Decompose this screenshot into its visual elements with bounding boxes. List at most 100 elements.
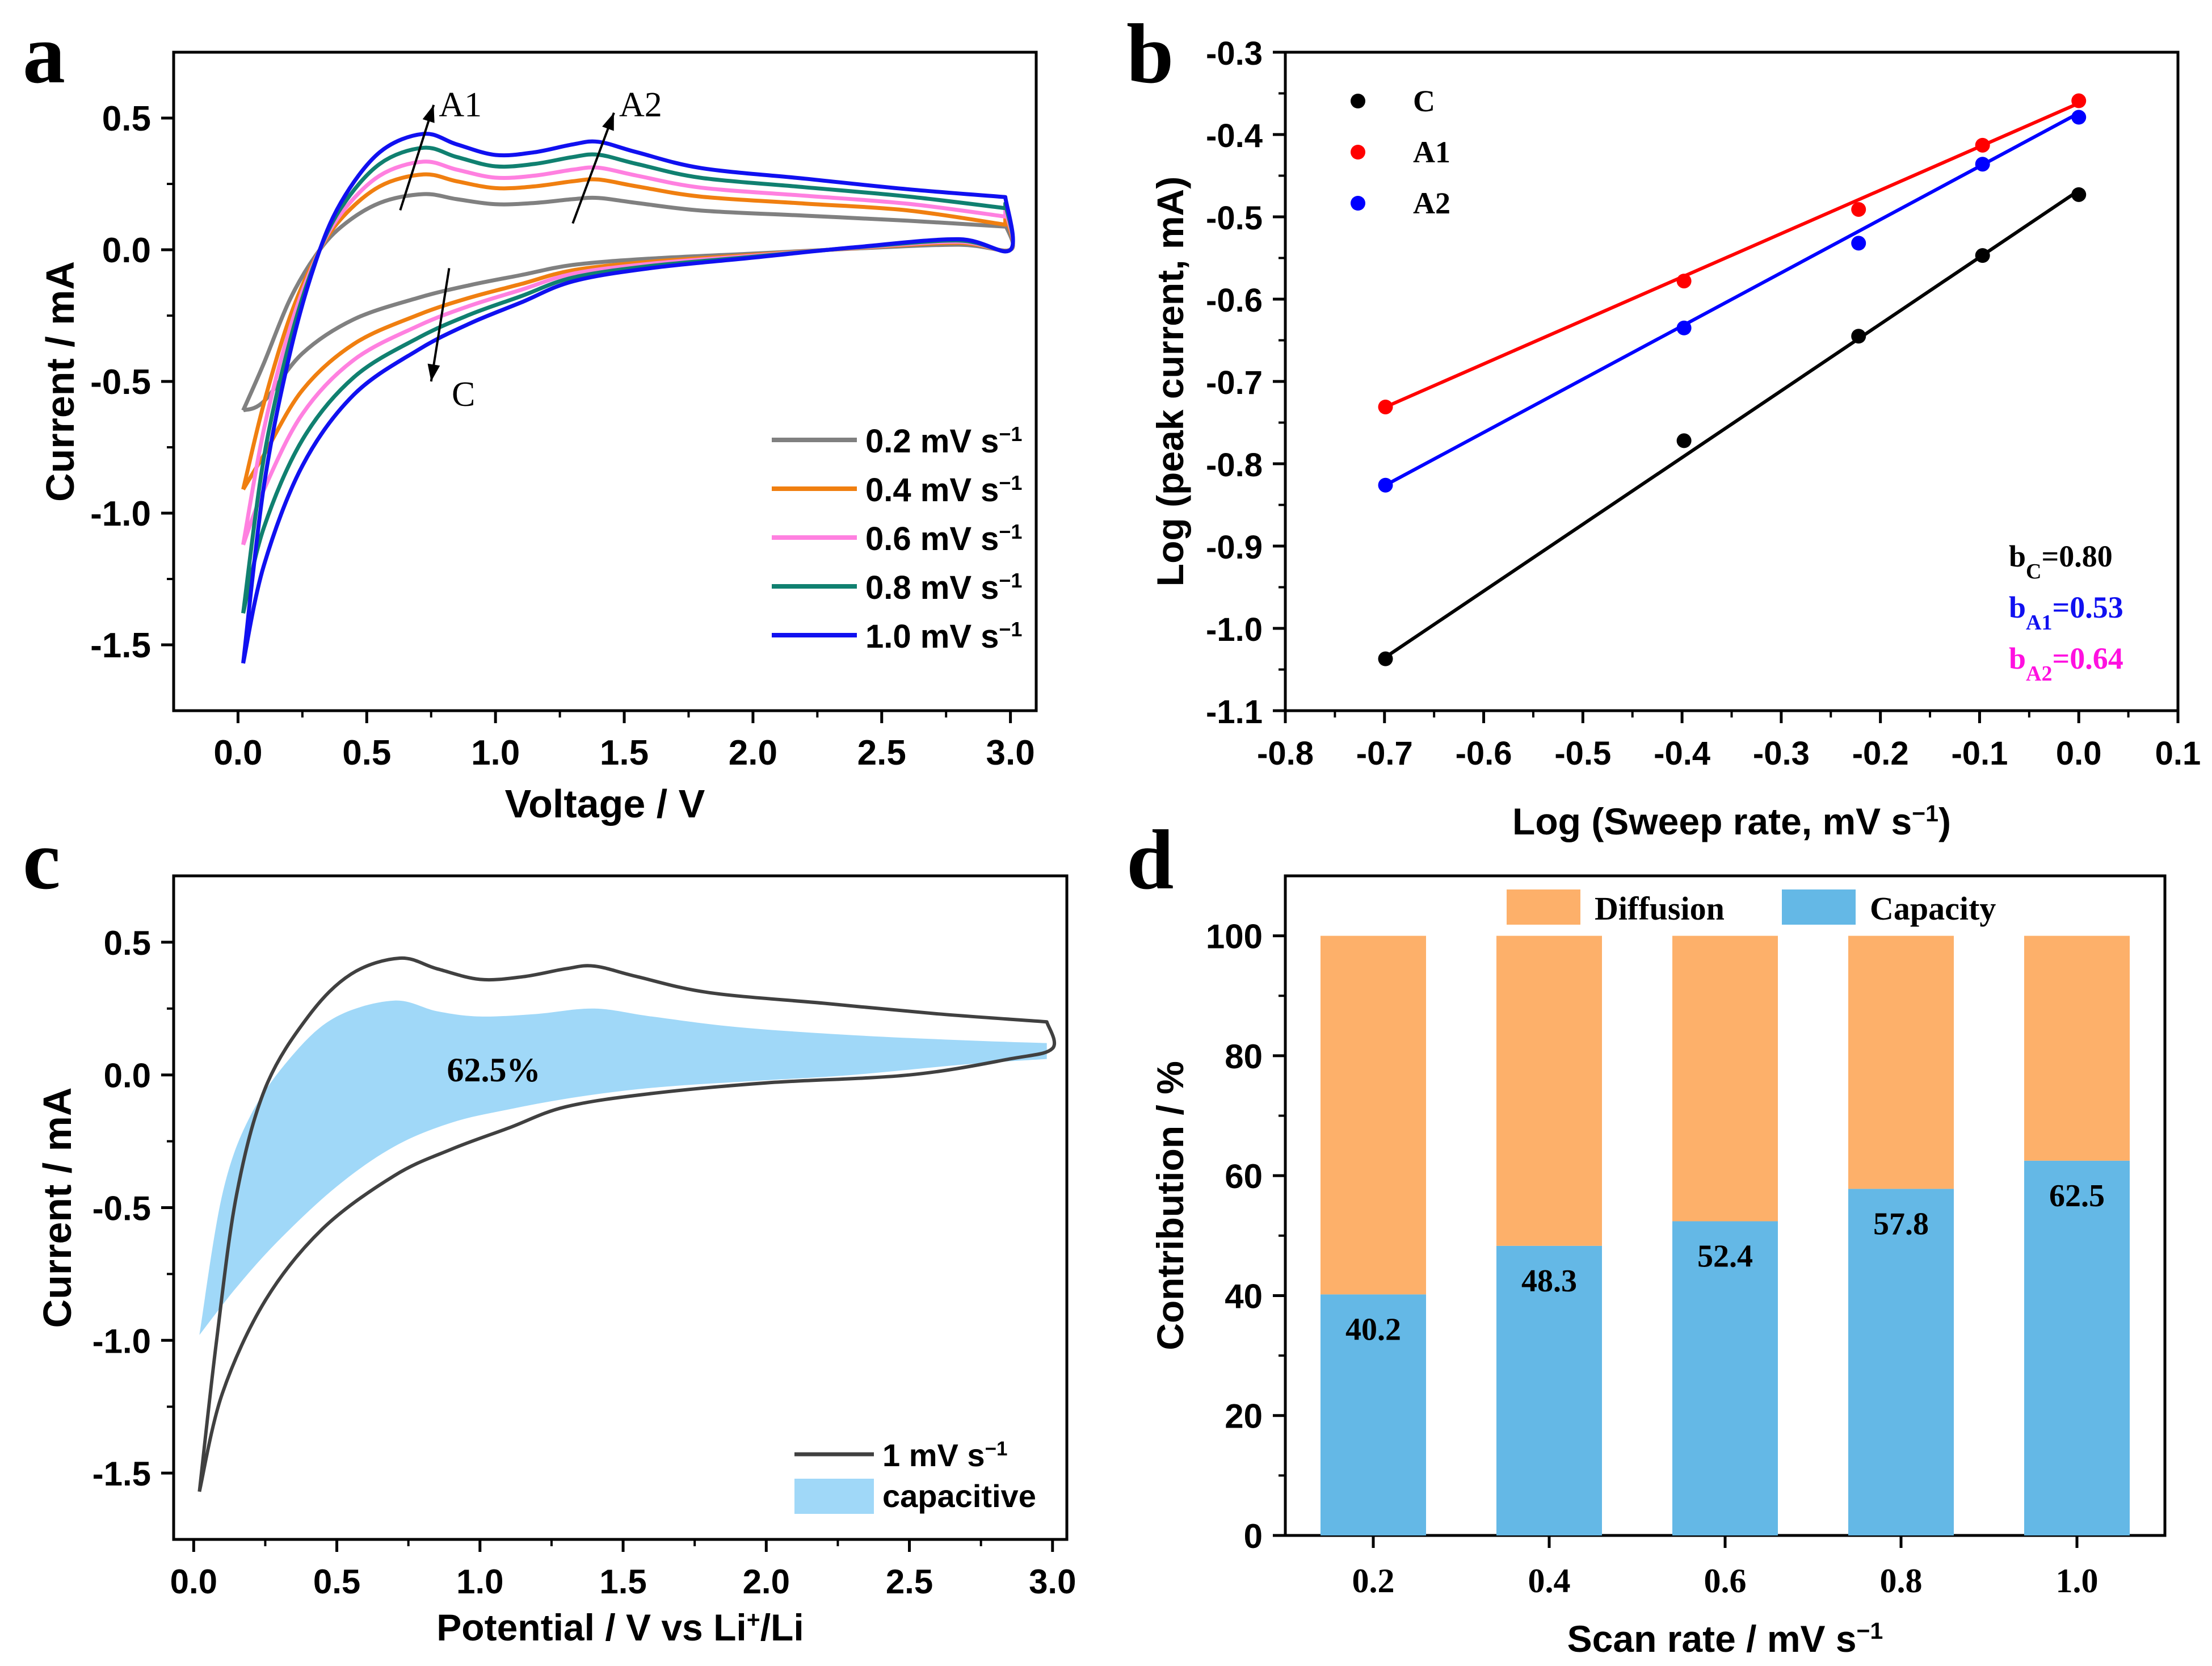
panel-c-xtick-label: 0.5: [313, 1563, 360, 1601]
panel-c-xtick-label: 1.5: [599, 1563, 646, 1601]
panel-d-diffusion-bar: [2024, 935, 2130, 1161]
panel-b-legend-marker: [1351, 94, 1365, 108]
panel-b-data-point: [1676, 433, 1692, 448]
panel-d-diffusion-bar: [1672, 935, 1778, 1222]
panel-b-data-point: [1378, 477, 1393, 493]
panel-b-ytick-label: -0.8: [1206, 447, 1263, 484]
panel-b-xtick-label: -0.3: [1753, 735, 1810, 772]
panel-b-legend-label: A1: [1413, 135, 1450, 169]
panel-c-xtick-label: 2.0: [743, 1563, 790, 1601]
panel-a-ylabel: Current / mA: [38, 261, 82, 502]
panel-b-fit-line: [1385, 111, 2080, 487]
panel-b-legend-label: C: [1413, 84, 1435, 118]
panel-c-percent-annotation: 62.5%: [447, 1051, 541, 1089]
panel-d-data-label: 48.3: [1521, 1264, 1577, 1299]
panel-b-legend-marker: [1351, 196, 1365, 211]
panel-c-legend-fill-swatch: [794, 1479, 874, 1514]
panel-a-annotation-arrow: [430, 268, 451, 382]
panel-a-cv-curve: [241, 160, 1015, 545]
panel-a-legend-label: 0.8 mV s−1: [865, 569, 1022, 607]
panel-c-xlabel: Potential / V vs Li+/Li: [436, 1606, 804, 1648]
panel-b-xtick-label: -0.4: [1654, 735, 1710, 772]
panel-d-ytick-label: 60: [1225, 1157, 1263, 1195]
panel-d-xtick-label: 0.6: [1704, 1562, 1747, 1600]
panel-b-ytick-label: -0.6: [1206, 282, 1263, 319]
panel-c-xtick-label: 2.5: [886, 1563, 933, 1601]
panel-b-xlabel: Log (Sweep rate, mV s−1): [1512, 800, 1951, 842]
panel-d-ytick-label: 100: [1206, 918, 1263, 956]
panel-c-ytick-label: 0.5: [104, 924, 151, 962]
panel-c-ylabel: Current / mA: [35, 1088, 79, 1328]
panel-d-diffusion-bar: [1496, 935, 1602, 1246]
panel-c-ytick-label: -1.0: [92, 1322, 151, 1360]
panel-a-annotation-label: C: [452, 375, 475, 414]
panel-d-xtick-label: 0.4: [1528, 1562, 1571, 1600]
panel-a-cv-curve: [241, 192, 1015, 413]
panel-a-xlabel: Voltage / V: [505, 782, 705, 826]
panel-b-xtick-label: 0.0: [2056, 735, 2102, 772]
panel-b-data-point: [1975, 248, 1990, 263]
panel-a-annotation-arrow-head: [602, 112, 614, 131]
panel-b-chart: -0.8 -0.7 -0.6 -0.5 -0.4 -0.3 -0.2 -0.1 0.0 0.1 -0…: [1149, 35, 2201, 842]
panel-d-xlabel: Scan rate / mV s−1: [1567, 1618, 1883, 1660]
panel-d-data-label: 57.8: [1873, 1206, 1929, 1241]
panel-b-ytick-label: -0.3: [1206, 35, 1263, 72]
panel-b-data-point: [2071, 110, 2087, 125]
panel-b-b-value: bA1=0.53: [2009, 590, 2123, 635]
panel-b-ytick-label: -0.9: [1206, 529, 1263, 566]
panel-d-ytick-label: 0: [1244, 1517, 1263, 1555]
panel-b-data-point: [2071, 93, 2087, 108]
panel-b-xtick-label: -0.1: [1951, 735, 2008, 772]
panel-b-data-point: [1378, 399, 1393, 414]
panel-b-ytick-label: -1.0: [1206, 611, 1263, 648]
panel-a-ytick-label: 0.0: [102, 231, 151, 270]
panel-a-annotation-arrow: [399, 104, 435, 211]
panel-d-ylabel: Contribution / %: [1149, 1061, 1191, 1350]
panel-a-cv-curve: [241, 132, 1015, 664]
panel-c-ytick-label: 0.0: [104, 1057, 151, 1095]
panel-c-ytick-label: -0.5: [92, 1190, 151, 1228]
panel-label-b: b: [1126, 7, 1174, 101]
panel-a-annotation-label: A1: [439, 86, 482, 124]
panel-b-xtick-label: -0.6: [1456, 735, 1512, 772]
panel-b-data-point: [1676, 320, 1692, 335]
panel-c-legend-line-label: 1 mV s−1: [882, 1437, 1007, 1473]
panel-a-ytick-label: -1.0: [90, 494, 151, 534]
panel-b-ylabel: Log (peak current, mA): [1149, 177, 1191, 586]
panel-c-chart: 0.0 0.5 1.0 1.5 2.0 2.5 3.0 0.5 0.0 -0.5 -1.0 -1.5 P…: [35, 874, 1076, 1648]
panel-a-xtick-label: 1.5: [600, 733, 649, 773]
panel-c-xtick-label: 0.0: [170, 1563, 217, 1601]
panel-b-ytick-label: -1.1: [1206, 694, 1263, 731]
panel-b-data-point: [1851, 329, 1866, 344]
panel-a-annotation-arrow: [571, 112, 615, 224]
panel-a-xtick-label: 0.5: [342, 733, 391, 773]
panel-b-xtick-label: -0.2: [1852, 735, 1909, 772]
panel-d-data-label: 62.5: [2049, 1178, 2105, 1214]
panel-a-cv-curve: [241, 145, 1015, 614]
panel-d-legend-swatch: [1507, 889, 1580, 925]
panel-b-data-point: [1676, 274, 1692, 289]
panel-d-legend-label: Capacity: [1870, 890, 1996, 927]
panel-a-legend-label: 0.2 mV s−1: [865, 422, 1022, 460]
panel-a-legend-label: 1.0 mV s−1: [865, 618, 1022, 656]
panel-d-capacity-bar: [2024, 1160, 2130, 1535]
panel-d-data-label: 40.2: [1345, 1312, 1401, 1347]
panel-d-ytick-label: 80: [1225, 1038, 1263, 1076]
panel-d-legend-swatch: [1782, 889, 1856, 925]
panel-d-diffusion-bar: [1321, 935, 1426, 1295]
panel-d-capacity-bar: [1496, 1245, 1602, 1535]
panel-a-xtick-label: 1.0: [471, 733, 520, 773]
panel-d-diffusion-bar: [1848, 935, 1954, 1189]
panel-a-cv-curve: [241, 172, 1015, 491]
panel-b-data-point: [1975, 137, 1990, 153]
panel-b-xtick-label: -0.7: [1356, 735, 1413, 772]
panel-b-ytick-label: -0.5: [1206, 200, 1263, 237]
panel-c-xtick-label: 3.0: [1029, 1563, 1076, 1601]
panel-a-chart: 0.0 0.5 1.0 1.5 2.0 2.5 3.0 0.5 0.0 -0.5 -1.0 -1.5 V…: [38, 51, 1038, 826]
panel-c-ytick-label: -1.5: [92, 1455, 151, 1493]
panel-b-ytick-label: -0.7: [1206, 364, 1263, 401]
panel-d-capacity-bar: [1848, 1189, 1954, 1535]
panel-b-data-point: [1851, 202, 1866, 217]
